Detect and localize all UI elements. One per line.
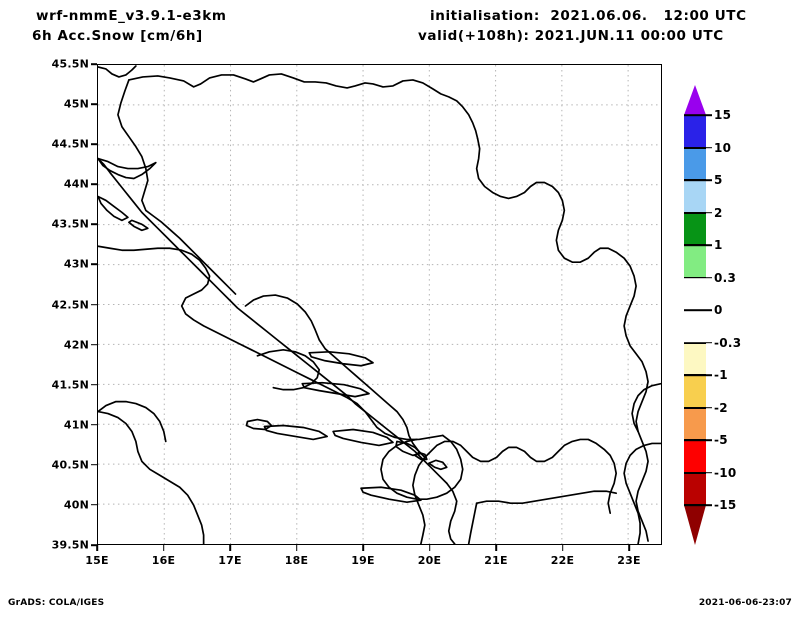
header: wrf-nmmE_v3.9.1-e3km 6h Acc.Snow [cm/6h]… [0,0,800,58]
cb-tick-mark-neg2 [684,406,712,409]
lat-tick-42N [91,343,97,346]
lon-label-16E: 16E [151,554,176,567]
cb-tick-mark-neg0.3 [684,341,712,344]
cb-label-10: 10 [714,140,732,155]
lat-label-43.5N: 43.5N [51,217,89,231]
cb-label-neg5: -5 [714,433,728,447]
lat-label-42.5N: 42.5N [51,298,89,311]
lat-tick-44N [91,183,97,186]
colorbar-segment-neg0.3-0[interactable] [684,310,706,343]
cb-tick-mark-neg1 [684,374,712,376]
cb-tick-mark-15 [684,114,712,116]
colorbar-segment-0-0.3[interactable] [684,277,706,310]
colorbar-arrow-top [684,85,706,115]
lon-tick-23E [628,545,630,551]
cb-label-neg0.3: -0.3 [714,335,742,350]
longitude-axis: 15E 16E 17E 18E 19E 20E 21E 22E 23E [85,545,662,575]
lat-label-45N: 45N [63,97,89,111]
lat-tick-44.5N [91,143,97,145]
lat-tick-39.5N [91,544,97,546]
lon-label-18E: 18E [284,554,309,567]
lat-tick-45N [91,103,97,105]
grads-attribution: GrADS: COLA/IGES [8,598,105,608]
header-right-block: initialisation: 2021.06.06. 12:00 UTC va… [400,6,780,46]
cb-tick-mark-0 [684,309,712,311]
lat-label-44N: 44N [63,177,89,191]
lon-tick-19E [362,545,364,551]
map-gridlines [98,65,661,544]
lon-label-21E: 21E [484,554,508,567]
lon-tick-22E [561,545,564,551]
lon-tick-17E [229,545,231,551]
lat-label-43N: 43N [63,257,89,271]
lat-tick-40N [91,504,97,506]
cb-label-neg2: -2 [714,400,728,415]
cb-label-15: 15 [714,108,732,122]
lat-tick-40.5N [91,464,97,466]
cb-tick-mark-1 [684,244,712,246]
lon-tick-20E [428,545,431,551]
generation-timestamp: 2021-06-06-23:07 [698,598,792,608]
valid-time: valid(+108h): 2021.JUN.11 00:00 UTC [418,28,724,44]
lon-label-17E: 17E [218,554,242,567]
lon-tick-16E [162,545,165,551]
lon-label-23E: 23E [617,554,641,567]
lon-label-19E: 19E [351,554,375,567]
cb-label-0: 0 [714,303,723,317]
lat-label-45.5N: 45.5N [51,57,89,71]
cb-label-2: 2 [714,205,723,220]
cb-tick-mark-2 [684,211,712,214]
lat-tick-41.5N [91,383,97,386]
lat-label-39.5N: 39.5N [51,538,89,552]
lat-label-41.5N: 41.5N [51,378,89,392]
cb-label-0.3: 0.3 [714,270,737,285]
colorbar-tick-labels: 15 10 5 2 1 0.3 0 -0.3 -1 -2 -5 -10 -15 [684,85,794,545]
latitude-axis: 45.5N 45N 44.5N 44N 43.5N 43N 42.5N 42N … [0,58,97,552]
lon-tick-18E [295,545,298,551]
lat-label-42N: 42N [63,338,89,352]
lat-label-40N: 40N [63,498,89,512]
lon-label-22E: 22E [550,554,575,567]
lat-label-44.5N: 44.5N [51,137,89,151]
cb-label-neg15: -15 [714,498,737,512]
lat-tick-41N [91,424,97,426]
lat-tick-45.5N [91,63,97,65]
cb-label-neg1: -1 [714,368,728,382]
field-title: 6h Acc.Snow [cm/6h] [32,28,203,44]
lat-label-41N: 41N [63,418,89,432]
cb-tick-mark-10 [684,146,712,149]
cb-label-5: 5 [714,173,723,187]
lon-label-15E: 15E [85,554,109,567]
lon-tick-15E [96,545,98,551]
lat-tick-42.5N [91,303,97,306]
cb-tick-mark-neg15 [684,504,712,506]
model-title: wrf-nmmE_v3.9.1-e3km [36,8,227,24]
cb-tick-mark-5 [684,179,712,181]
map-plot-area[interactable] [97,64,662,545]
cb-label-neg10: -10 [714,465,737,480]
cb-tick-mark-0.3 [684,276,712,279]
lat-tick-43.5N [91,223,97,226]
map-coastlines-and-borders [98,65,661,544]
cb-tick-mark-neg10 [684,471,712,474]
lat-label-40.5N: 40.5N [51,458,89,472]
initialisation-time: initialisation: 2021.06.06. 12:00 UTC [430,8,747,24]
colorbar-arrow-bottom [684,505,706,545]
lon-label-20E: 20E [417,554,442,567]
cb-tick-mark-neg5 [684,439,712,441]
cb-label-1: 1 [714,238,723,252]
header-left-block: wrf-nmmE_v3.9.1-e3km 6h Acc.Snow [cm/6h] [32,6,392,46]
lat-tick-43N [91,263,97,266]
lon-tick-21E [495,545,497,551]
